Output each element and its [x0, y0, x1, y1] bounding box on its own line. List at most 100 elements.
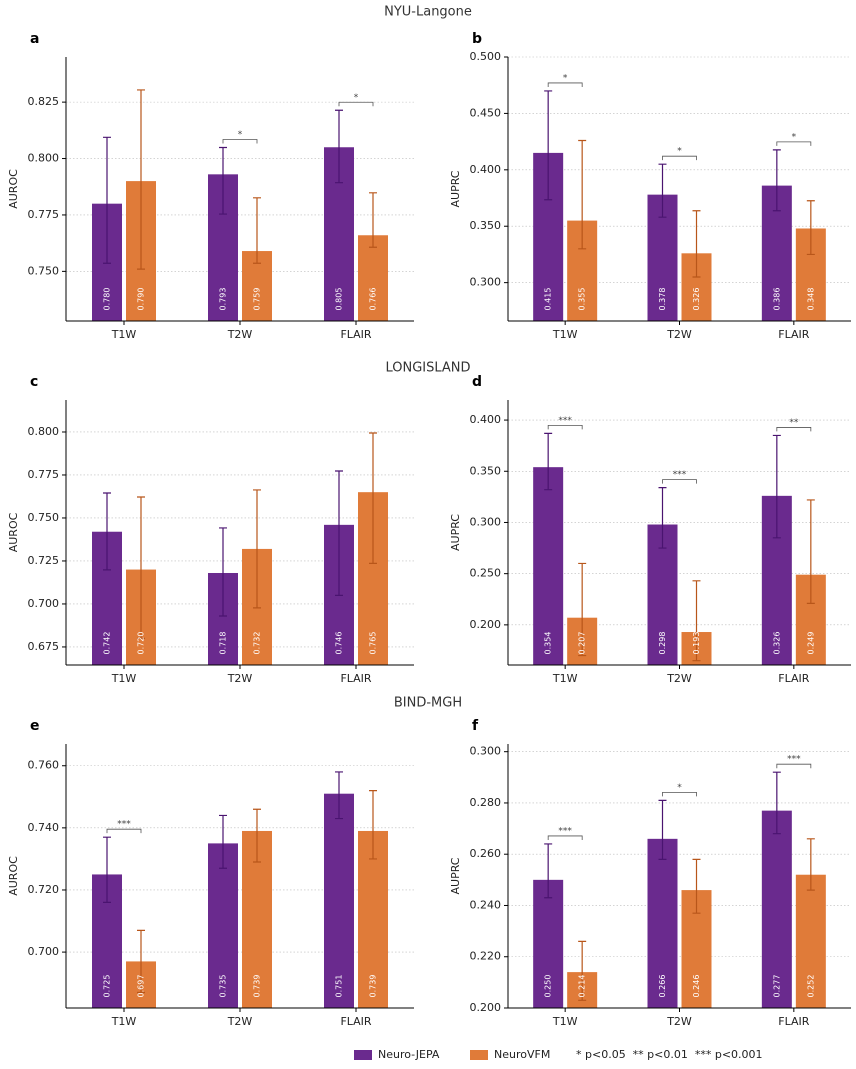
- y-tick-label: 0.700: [28, 945, 60, 958]
- significance-bracket: [547, 82, 583, 87]
- value-label: 0.766: [369, 288, 378, 311]
- significance-bracket: [547, 424, 583, 430]
- error-bar: [544, 843, 553, 899]
- x-tick-label: T1W: [552, 1015, 578, 1028]
- y-axis-label: AUROC: [7, 512, 20, 552]
- y-axis-label: AUPRC: [449, 857, 462, 894]
- x-tick-label: T1W: [552, 328, 578, 341]
- y-tick-label: 0.825: [28, 95, 60, 108]
- value-label: 0.250: [544, 975, 553, 998]
- value-label: 0.805: [335, 288, 344, 311]
- y-axis-label: AUPRC: [449, 170, 462, 207]
- y-axis-label: AUROC: [7, 856, 20, 896]
- y-tick-label: 0.720: [28, 883, 60, 896]
- error-bar: [369, 789, 377, 860]
- x-tick-label: FLAIR: [340, 1015, 371, 1028]
- significance-label: ***: [673, 470, 687, 480]
- significance-bracket: [338, 101, 374, 107]
- x-tick-label: T1W: [111, 672, 137, 685]
- legend-swatch: [470, 1050, 488, 1060]
- x-tick-label: T2W: [666, 1015, 692, 1028]
- value-label: 0.354: [544, 632, 553, 655]
- value-label: 0.277: [772, 975, 781, 998]
- y-tick-label: 0.350: [470, 219, 502, 232]
- x-tick-label: T2W: [227, 672, 253, 685]
- y-tick-label: 0.350: [470, 464, 502, 477]
- y-tick-label: 0.675: [28, 640, 60, 653]
- value-label: 0.751: [335, 975, 344, 998]
- error-bar: [253, 808, 261, 863]
- value-label: 0.355: [578, 288, 587, 311]
- error-bar: [137, 929, 145, 994]
- value-label: 0.298: [658, 632, 667, 655]
- panel-label: b: [472, 31, 482, 47]
- error-bar: [137, 89, 145, 270]
- y-tick-label: 0.500: [470, 50, 502, 63]
- value-label: 0.246: [692, 975, 701, 998]
- legend-swatch: [354, 1050, 372, 1060]
- significance-bracket: [106, 828, 142, 834]
- value-label: 0.415: [544, 288, 553, 311]
- value-label: 0.697: [137, 975, 146, 998]
- error-bar: [219, 146, 227, 215]
- x-tick-label: FLAIR: [778, 672, 809, 685]
- error-bar: [369, 432, 377, 564]
- error-bar: [692, 858, 701, 914]
- value-label: 0.780: [103, 288, 112, 311]
- error-bar: [658, 799, 667, 860]
- value-label: 0.378: [658, 288, 667, 311]
- panel-label: c: [30, 374, 38, 390]
- significance-label: ***: [117, 820, 131, 830]
- y-tick-label: 0.775: [28, 468, 60, 481]
- error-bar: [806, 838, 815, 891]
- x-tick-label: T2W: [227, 328, 253, 341]
- value-label: 0.214: [578, 975, 587, 998]
- y-tick-label: 0.400: [470, 163, 502, 176]
- error-bar: [335, 109, 343, 184]
- legend-label: NeuroVFM: [494, 1048, 550, 1061]
- panel-label: e: [30, 718, 40, 734]
- y-tick-label: 0.750: [28, 264, 60, 277]
- y-tick-label: 0.740: [28, 821, 60, 834]
- significance-bracket: [222, 139, 258, 144]
- x-tick-label: T2W: [227, 1015, 253, 1028]
- significance-bracket: [776, 141, 812, 146]
- y-tick-label: 0.775: [28, 208, 60, 221]
- y-tick-label: 0.725: [28, 554, 60, 567]
- significance-bracket: [776, 763, 812, 769]
- significance-label: *: [677, 147, 682, 157]
- y-axis-label: AUROC: [7, 169, 20, 209]
- y-tick-label: 0.260: [470, 847, 502, 860]
- bar: [647, 838, 678, 1008]
- significance-bracket: [662, 155, 697, 161]
- error-bar: [772, 149, 781, 212]
- x-tick-label: T1W: [111, 328, 137, 341]
- section-title: BIND-MGH: [394, 696, 462, 711]
- value-label: 0.739: [253, 975, 262, 998]
- value-label: 0.739: [369, 975, 378, 998]
- significance-label: *: [354, 93, 359, 103]
- bar: [533, 467, 564, 665]
- significance-label: *: [792, 132, 797, 142]
- error-bar: [806, 200, 815, 256]
- section-title: NYU-Langone: [384, 5, 472, 20]
- value-label: 0.249: [806, 632, 815, 655]
- error-bar: [219, 527, 227, 617]
- value-label: 0.266: [658, 975, 667, 998]
- error-bar: [103, 136, 111, 264]
- value-label: 0.732: [253, 632, 262, 655]
- x-tick-label: FLAIR: [340, 328, 371, 341]
- y-tick-label: 0.760: [28, 759, 60, 772]
- y-tick-label: 0.300: [470, 515, 502, 528]
- error-bar: [772, 771, 781, 835]
- y-tick-label: 0.700: [28, 597, 60, 610]
- significance-bracket: [547, 835, 583, 840]
- significance-bracket: [662, 479, 697, 484]
- error-bar: [103, 492, 111, 571]
- value-label: 0.790: [137, 288, 146, 311]
- error-bar: [578, 940, 587, 1001]
- x-tick-label: T2W: [666, 672, 692, 685]
- y-tick-label: 0.200: [470, 618, 502, 631]
- bar: [795, 874, 826, 1008]
- legend-note: * p<0.05 ** p<0.01 *** p<0.001: [576, 1048, 763, 1061]
